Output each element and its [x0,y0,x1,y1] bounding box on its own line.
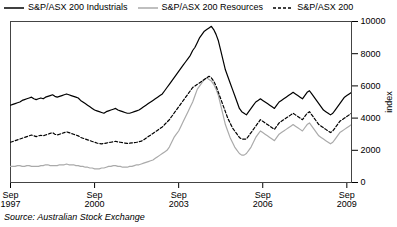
svg-text:2000: 2000 [361,145,381,155]
svg-text:10000: 10000 [361,16,386,26]
html-text:S&P/ASX 200 Industrials: S&P/ASX 200 Industrials [28,2,128,12]
svg-text:6000: 6000 [361,81,381,91]
svg-text:Sep2009: Sep2009 [337,190,357,209]
svg-text:index: index [384,91,394,113]
svg-text:Sep1997: Sep1997 [0,190,20,209]
svg-text:8000: 8000 [361,49,381,59]
html-text:S&P/ASX 200 Resources: S&P/ASX 200 Resources [161,2,264,12]
svg-text:Sep2003: Sep2003 [169,190,189,209]
html-text:Source: Australian Stock Excha: Source: Australian Stock Exchange [4,212,145,222]
svg-text:0: 0 [361,177,366,187]
svg-text:Sep2006: Sep2006 [253,190,273,209]
html-text:S&P/ASX 200: S&P/ASX 200 [297,2,354,12]
svg-text:Sep2000: Sep2000 [85,190,105,209]
svg-text:4000: 4000 [361,113,381,123]
